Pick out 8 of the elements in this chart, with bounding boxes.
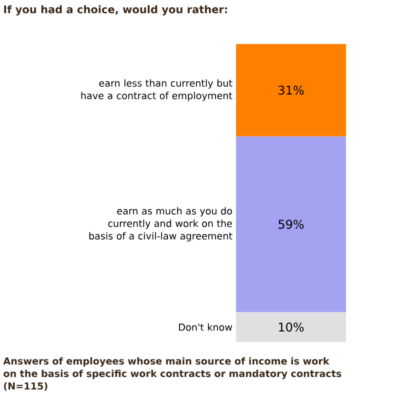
series-label: earn as much as you do currently and work on the basis of a civil-law agreement [89, 207, 232, 242]
data-label: 31% [278, 86, 304, 95]
series-label: Don't know [179, 323, 232, 331]
text: If you had a choice, would you rather: [4, 5, 227, 16]
data-label: 10% [278, 322, 304, 332]
series-label: earn less than currently but have a contract of employment [81, 79, 232, 102]
data-label: 59% [278, 220, 304, 229]
text: Answers of employees whose main source of income is work on the basis of specific work contracts or mandatory contracts (N=115) [3, 357, 342, 391]
